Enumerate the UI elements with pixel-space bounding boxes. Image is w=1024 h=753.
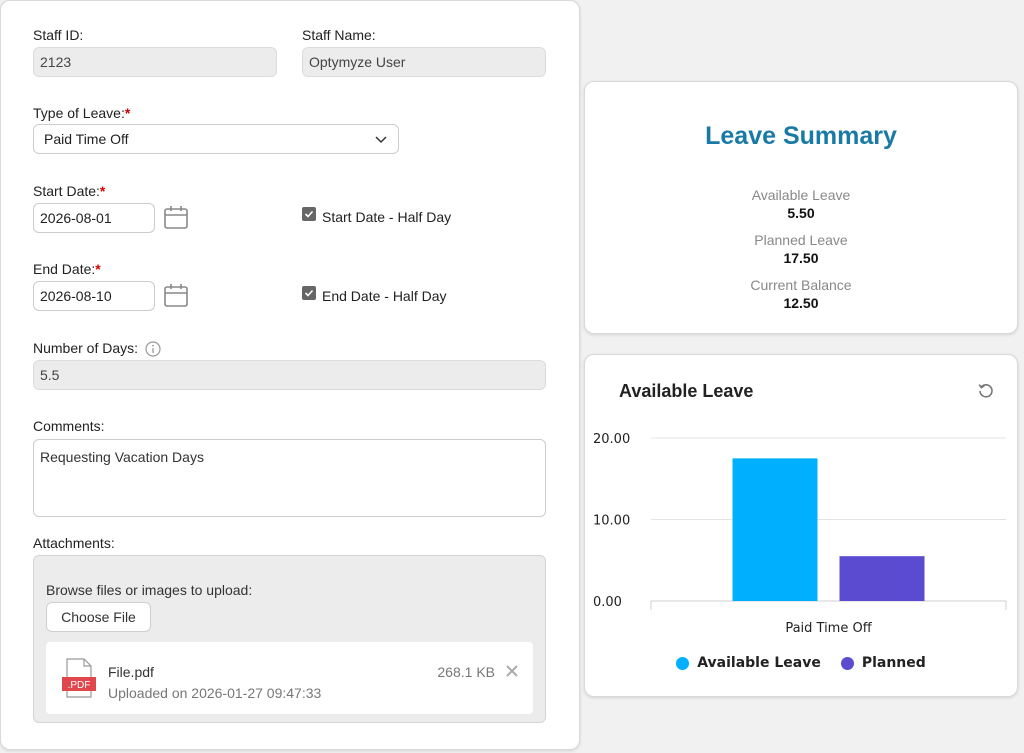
comments-label: Comments: xyxy=(33,418,105,434)
info-icon[interactable] xyxy=(145,341,161,357)
legend-item[interactable]: Available Leave xyxy=(676,655,821,671)
y-tick-label: 20.00 xyxy=(593,432,630,447)
comments-textarea[interactable]: Requesting Vacation Days xyxy=(33,439,546,517)
bar-available-leave[interactable] xyxy=(732,458,818,601)
checkbox-checked-icon[interactable] xyxy=(302,207,316,221)
choose-file-button[interactable]: Choose File xyxy=(46,602,151,632)
num-days-field: 5.5 xyxy=(33,360,546,390)
legend-dot-icon xyxy=(840,656,854,670)
end-date-label: End Date:* xyxy=(33,261,101,277)
start-half-day-label: Start Date - Half Day xyxy=(322,209,452,225)
available-leave-chart-card: Available Leave 0.00 10.00 20.00 Paid Time … xyxy=(584,354,1018,697)
start-half-day-checkbox[interactable]: Start Date - Half Day xyxy=(302,207,452,225)
refresh-icon[interactable] xyxy=(977,382,995,400)
attachments-dropzone[interactable]: Browse files or images to upload: Choose… xyxy=(33,555,546,723)
attachments-label: Attachments: xyxy=(33,535,115,551)
staff-name-label: Staff Name: xyxy=(302,27,376,43)
y-tick-label: 0.00 xyxy=(593,595,622,610)
current-balance-label: Current Balance xyxy=(750,277,852,293)
legend-item[interactable]: Planned xyxy=(840,655,926,671)
planned-leave-label: Planned Leave xyxy=(754,232,848,248)
chart-legend: Available Leave Planned xyxy=(585,655,1017,671)
bar-chart: 0.00 10.00 20.00 Paid Time Off xyxy=(593,432,1007,636)
checkbox-checked-icon[interactable] xyxy=(302,286,316,300)
leave-request-form: Staff ID: 2123 Staff Name: Optymyze User… xyxy=(0,0,580,750)
bar-planned[interactable] xyxy=(839,556,925,601)
pdf-file-icon: .PDF xyxy=(62,658,96,698)
remove-attachment-icon[interactable] xyxy=(505,664,519,678)
planned-leave-value: 17.50 xyxy=(783,250,819,266)
end-date-input[interactable]: 2026-08-10 xyxy=(33,281,155,311)
attachment-file-size: 268.1 KB xyxy=(437,664,495,680)
leave-summary-card: Leave Summary Available Leave 5.50 Plann… xyxy=(584,81,1018,334)
chart-title: Available Leave xyxy=(619,381,754,401)
attachment-item: .PDF File.pdf Uploaded on 2026-01-27 09:… xyxy=(46,642,533,714)
staff-id-field: 2123 xyxy=(33,47,277,77)
pdf-icon-label: .PDF xyxy=(68,680,91,691)
staff-id-label: Staff ID: xyxy=(33,27,84,43)
num-days-label: Number of Days: xyxy=(33,340,139,356)
legend-label: Available Leave xyxy=(697,655,821,671)
x-tick-label: Paid Time Off xyxy=(785,621,872,636)
attachment-upload-date: Uploaded on 2026-01-27 09:47:33 xyxy=(108,685,322,701)
current-balance-value: 12.50 xyxy=(783,295,819,311)
start-date-label: Start Date:* xyxy=(33,183,106,199)
legend-label: Planned xyxy=(861,655,926,671)
y-tick-label: 10.00 xyxy=(593,514,630,529)
calendar-icon[interactable] xyxy=(163,282,189,308)
available-leave-label: Available Leave xyxy=(751,187,851,203)
calendar-icon[interactable] xyxy=(163,204,189,230)
leave-type-select[interactable]: Paid Time Off xyxy=(33,124,399,154)
legend-dot-icon xyxy=(676,656,690,670)
required-marker: * xyxy=(99,183,106,199)
chevron-down-icon xyxy=(375,136,387,144)
staff-name-field: Optymyze User xyxy=(302,47,546,77)
required-marker: * xyxy=(124,105,131,121)
required-marker: * xyxy=(95,261,101,277)
end-half-day-label: End Date - Half Day xyxy=(322,288,447,304)
leave-type-label: Type of Leave:* xyxy=(33,105,131,121)
leave-summary-title: Leave Summary xyxy=(705,122,897,150)
end-half-day-checkbox[interactable]: End Date - Half Day xyxy=(302,286,447,304)
start-date-input[interactable]: 2026-08-01 xyxy=(33,203,155,233)
available-leave-value: 5.50 xyxy=(787,205,815,221)
leave-type-value: Paid Time Off xyxy=(44,131,129,147)
attachment-file-name[interactable]: File.pdf xyxy=(108,664,154,680)
browse-instructions: Browse files or images to upload: xyxy=(46,582,253,598)
